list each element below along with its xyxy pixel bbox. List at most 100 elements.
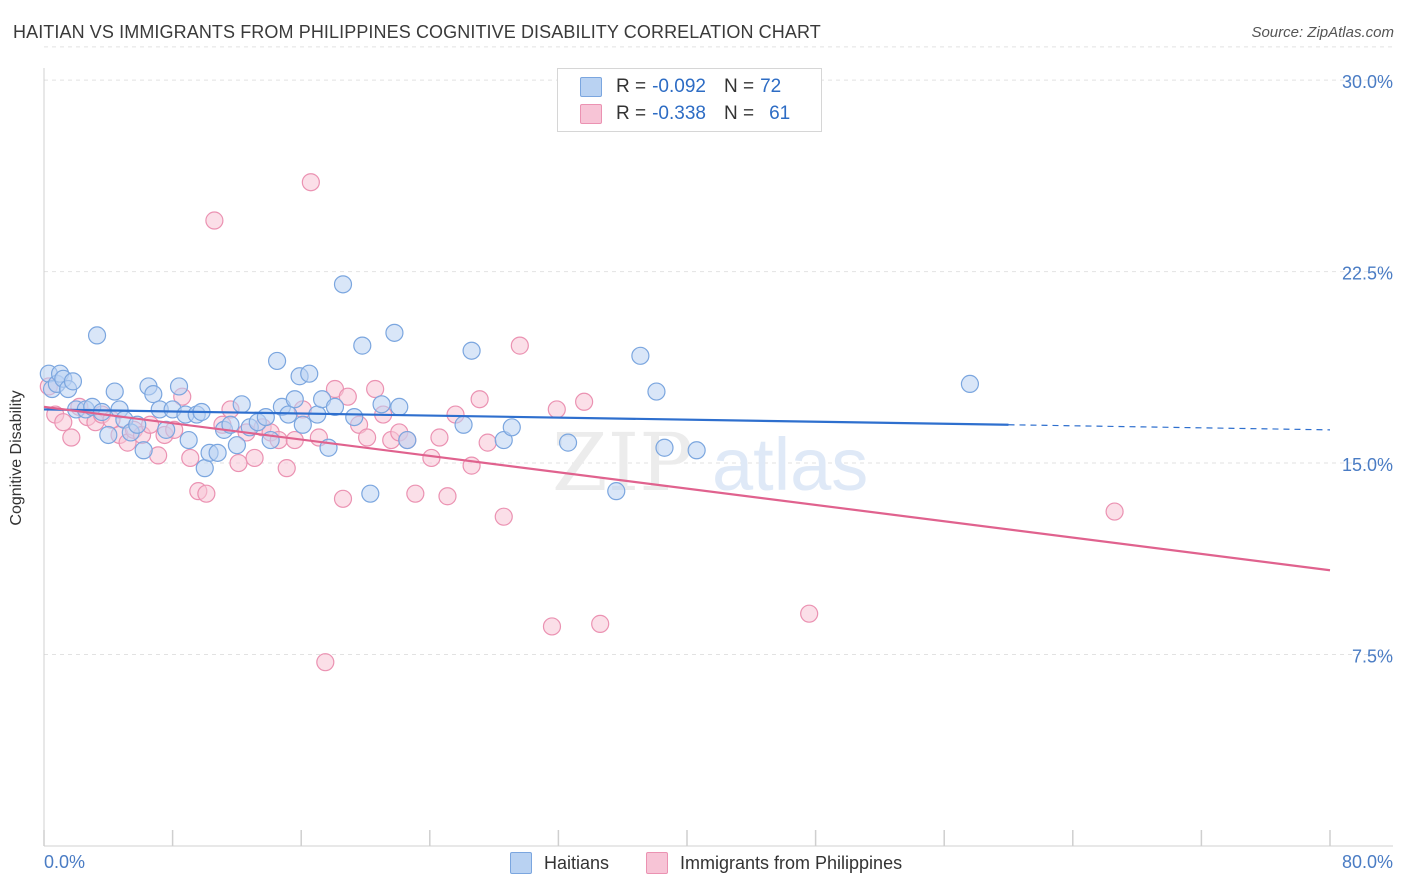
watermark-atlas: atlas [712, 423, 868, 506]
data-point-haitians [502, 418, 521, 437]
data-point-philippines [366, 379, 385, 399]
data-point-haitians [144, 385, 163, 404]
legend-label: Immigrants from Philippines [680, 852, 903, 873]
y-tick-label: 15.0% [1342, 455, 1393, 475]
data-point-philippines [547, 400, 566, 419]
data-point-philippines [54, 413, 73, 432]
data-point-philippines [277, 459, 296, 478]
data-point-haitians [256, 407, 275, 427]
gridlines [44, 46, 1393, 656]
data-point-haitians [92, 402, 111, 422]
data-point-haitians [607, 482, 626, 501]
data-point-haitians [128, 415, 147, 434]
data-point-philippines [800, 604, 819, 623]
data-point-haitians [353, 336, 372, 355]
x-axis-ticks [43, 830, 1331, 846]
trendline-haitians [43, 408, 1009, 426]
y-tick-label: 22.5% [1342, 264, 1393, 284]
data-point-philippines [478, 433, 497, 452]
data-point-haitians [279, 405, 298, 424]
legend-swatch-blue [580, 77, 602, 97]
trendlines [43, 405, 1331, 572]
data-point-philippines [333, 489, 353, 508]
data-point-haitians [361, 484, 380, 503]
source-attribution: Source: ZipAtlas.com [1251, 24, 1394, 41]
data-point-philippines [62, 428, 81, 447]
data-point-haitians [655, 438, 674, 457]
data-point-haitians [960, 374, 980, 394]
n-label: N = [723, 76, 755, 97]
x-tick-label-min: 0.0% [44, 852, 85, 872]
data-point-philippines [430, 428, 449, 447]
legend-swatch-blue [510, 852, 532, 874]
r-value: -0.338 [652, 103, 706, 124]
data-point-philippines [494, 507, 513, 526]
data-point-haitians [558, 433, 578, 452]
data-point-philippines [1105, 502, 1124, 521]
correlation-legend: R = -0.092 N = 72 R = -0.338 N = 61 [557, 68, 822, 132]
data-point-haitians [293, 415, 312, 434]
data-point-philippines [181, 448, 200, 468]
legend-item-philippines[interactable]: Immigrants from Philippines [646, 852, 902, 874]
series-legend: Haitians Immigrants from Philippines [0, 852, 1406, 876]
data-point-haitians [232, 395, 251, 414]
data-point-haitians [333, 275, 353, 294]
data-point-haitians [398, 430, 417, 450]
trendline-haitians-extension [1008, 424, 1331, 431]
data-point-haitians [134, 441, 153, 460]
data-point-philippines [470, 390, 489, 409]
data-point-philippines [316, 653, 335, 672]
n-label: N = [723, 103, 755, 124]
y-axis-tick-labels: 7.5% 15.0% 22.5% 30.0% [1342, 72, 1393, 666]
data-point-philippines [510, 336, 529, 355]
data-point-haitians [63, 372, 83, 391]
data-point-haitians [325, 397, 345, 416]
data-point-haitians [687, 441, 706, 460]
axes [43, 68, 1393, 847]
data-point-haitians [169, 377, 189, 396]
legend-label: Haitians [544, 852, 610, 873]
legend-item-haitians[interactable]: Haitians [510, 852, 609, 874]
data-point-haitians [372, 395, 391, 414]
series-haitians-points [39, 275, 980, 503]
n-value: 61 [769, 103, 791, 124]
data-point-philippines [358, 428, 377, 447]
data-point-philippines [438, 487, 457, 506]
r-value: -0.092 [652, 76, 706, 97]
data-point-haitians [385, 323, 404, 342]
chart-title: HAITIAN VS IMMIGRANTS FROM PHILIPPINES C… [13, 22, 821, 42]
data-point-philippines [542, 617, 562, 636]
data-point-haitians [195, 459, 214, 478]
data-point-haitians [300, 364, 319, 383]
data-point-philippines [591, 614, 610, 633]
data-point-haitians [105, 382, 124, 401]
data-point-philippines [575, 392, 594, 411]
data-point-philippines [229, 453, 248, 473]
legend-row-philippines: R = -0.338 N = 61 [580, 101, 790, 127]
x-tick-label-max: 80.0% [1342, 852, 1393, 872]
data-point-haitians [285, 390, 304, 409]
data-point-haitians [390, 397, 409, 416]
data-point-philippines [301, 173, 320, 192]
data-point-haitians [345, 407, 364, 427]
data-point-haitians [267, 351, 287, 371]
data-point-haitians [179, 430, 198, 450]
data-point-philippines [205, 211, 224, 230]
data-point-philippines [406, 484, 425, 503]
data-point-philippines [245, 448, 264, 468]
data-point-haitians [647, 382, 666, 401]
n-value: 72 [760, 76, 782, 97]
legend-row-haitians: R = -0.092 N = 72 [580, 74, 781, 100]
data-point-haitians [87, 326, 107, 345]
y-tick-label: 30.0% [1342, 72, 1393, 92]
data-point-philippines [338, 387, 357, 406]
data-point-philippines [197, 484, 216, 503]
trendline-philippines [43, 405, 1331, 572]
data-point-haitians [208, 443, 227, 462]
legend-swatch-pink [646, 852, 668, 874]
data-point-haitians [631, 346, 650, 365]
data-point-haitians [454, 415, 473, 434]
y-tick-label: 7.5% [1352, 647, 1393, 667]
data-point-haitians [462, 341, 481, 360]
